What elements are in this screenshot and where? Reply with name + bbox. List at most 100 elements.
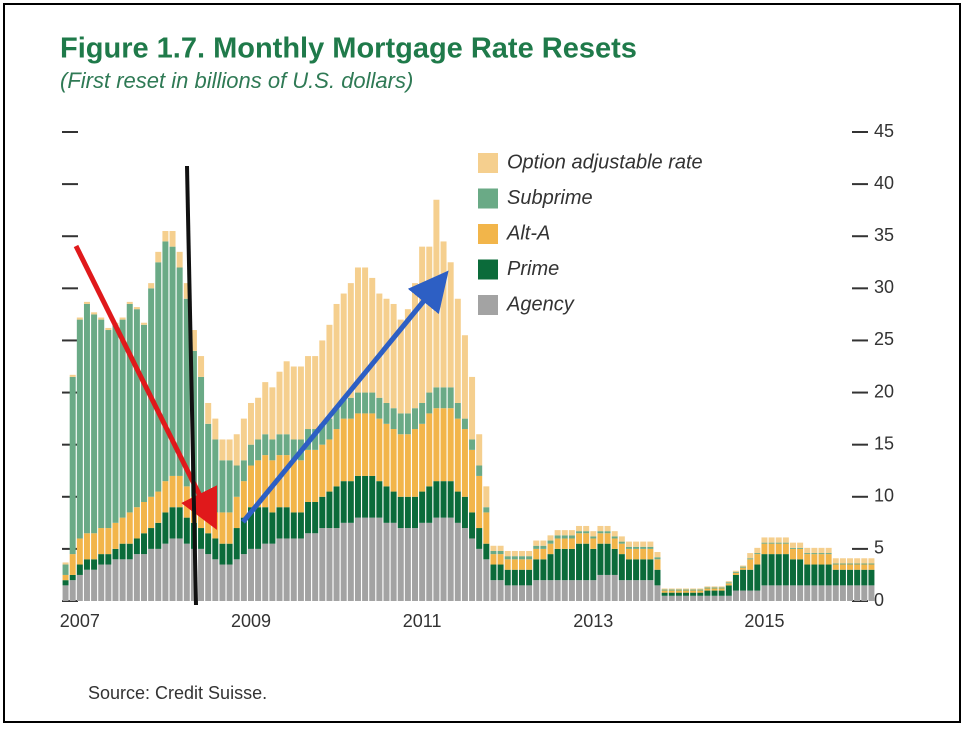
bar-segment [262, 455, 269, 508]
bar-segment [583, 580, 590, 601]
bar-segment [832, 569, 839, 586]
bar-segment [661, 595, 668, 601]
bar-segment [297, 366, 304, 440]
bar-segment [433, 408, 440, 482]
bar-segment [412, 496, 419, 529]
bar-segment [369, 277, 376, 393]
bar-segment [675, 588, 682, 590]
bar-segment [511, 556, 518, 560]
bar-segment [283, 455, 290, 508]
bar-segment [319, 423, 326, 445]
bar-segment [476, 548, 483, 601]
bar-segment [354, 475, 361, 518]
bar-segment [725, 583, 732, 586]
bar-segment [233, 496, 240, 529]
y-tick-label: 35 [874, 225, 894, 245]
bar-segment [183, 543, 190, 601]
bar-segment [789, 548, 796, 560]
bar-segment [440, 517, 447, 601]
bar-segment [62, 564, 69, 575]
legend-label: Prime [507, 258, 559, 280]
bar-segment [162, 543, 169, 601]
bar-segment [804, 564, 811, 586]
bar-segment [83, 301, 90, 304]
bar-segment [697, 590, 704, 593]
blue-arrow [241, 270, 449, 524]
bar-segment [347, 283, 354, 398]
bar-segment [133, 307, 140, 310]
bar-segment [839, 585, 846, 601]
bar-segment [811, 585, 818, 601]
bar-segment [247, 444, 254, 466]
bar-segment [412, 408, 419, 430]
bar-segment [362, 413, 369, 476]
bar-segment [661, 592, 668, 596]
bar-segment [447, 387, 454, 409]
red-arrow [73, 244, 218, 530]
bar-segment [376, 481, 383, 518]
bar-segment [183, 486, 190, 518]
bar-segment [647, 541, 654, 547]
bar-segment [333, 429, 340, 487]
bar-segment [789, 559, 796, 586]
bar-segment [797, 559, 804, 586]
y-tick-label: 30 [874, 277, 894, 297]
bar-segment [854, 558, 861, 564]
bar-segment [105, 330, 112, 529]
bar-segment [283, 507, 290, 539]
bar-segment [233, 434, 240, 466]
bar-segment [198, 548, 205, 601]
bar-segment [433, 199, 440, 388]
bar-segment [412, 429, 419, 497]
bar-segment [447, 481, 454, 518]
bar-segment [775, 585, 782, 601]
bar-segment [804, 553, 811, 555]
bar-segment [205, 554, 212, 601]
bar-segment [98, 554, 105, 565]
bar-segment [148, 528, 155, 549]
bar-segment [654, 569, 661, 586]
bar-segment [647, 580, 654, 601]
bar-segment [133, 309, 140, 508]
legend-label: Subprime [507, 187, 593, 209]
bar-segment [98, 564, 105, 601]
bar-segment [219, 512, 226, 544]
bar-segment [804, 554, 811, 565]
bar-segment [155, 522, 162, 549]
bar-segment [240, 418, 247, 461]
chart-title: Figure 1.7. Monthly Mortgage Rate Resets [60, 33, 637, 65]
bar-segment [690, 592, 697, 596]
bar-segment [404, 309, 411, 414]
bar-segment [597, 531, 604, 534]
bar-segment [547, 543, 554, 555]
bar-segment [590, 536, 597, 539]
bar-segment [668, 595, 675, 601]
bar-segment [333, 528, 340, 601]
bar-segment [98, 319, 105, 529]
bar-segment [590, 580, 597, 601]
bar-segment [768, 542, 775, 544]
bar-segment [697, 588, 704, 590]
bar-segment [461, 496, 468, 529]
bar-segment [390, 408, 397, 430]
bar-segment [668, 592, 675, 596]
bar-segment [283, 538, 290, 601]
legend-swatch [478, 153, 498, 173]
bar-segment [868, 558, 875, 564]
bar-segment [640, 548, 647, 560]
bar-segment [561, 530, 568, 536]
bar-segment [568, 535, 575, 539]
bar-segment [675, 595, 682, 601]
bar-segment [618, 543, 625, 555]
bar-segment [497, 580, 504, 601]
bar-segment [69, 376, 76, 555]
bar-segment [839, 564, 846, 570]
bar-segment [618, 554, 625, 581]
bar-segment [697, 595, 704, 601]
bar-segment [305, 356, 312, 430]
bar-segment [704, 587, 711, 589]
bar-segment [326, 324, 333, 419]
bar-segment [212, 538, 219, 560]
bar-segment [112, 559, 119, 601]
bar-segment [547, 580, 554, 601]
